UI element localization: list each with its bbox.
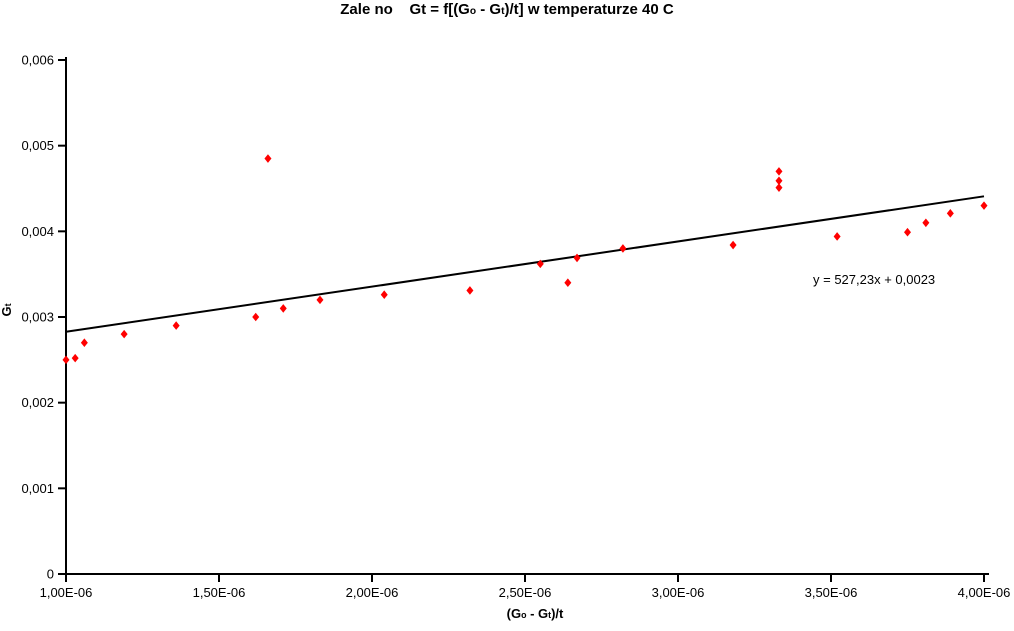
subscript-text: o bbox=[521, 610, 527, 620]
data-point bbox=[120, 329, 128, 339]
data-point bbox=[536, 259, 544, 269]
x-tick-label: 1,00E-06 bbox=[40, 585, 93, 600]
subscript-text: o bbox=[469, 6, 477, 17]
x-axis-label: (Go - Gt)/t bbox=[56, 606, 1014, 621]
data-point bbox=[172, 321, 180, 330]
x-tick-label: 2,00E-06 bbox=[346, 585, 399, 600]
data-point bbox=[380, 290, 388, 300]
subscript-text: t bbox=[548, 610, 552, 620]
label-text: )/t bbox=[551, 606, 564, 621]
y-tick-label: 0,003 bbox=[21, 310, 54, 325]
data-point bbox=[946, 209, 954, 218]
data-point bbox=[279, 304, 287, 313]
data-point bbox=[833, 232, 841, 241]
label-text: - G bbox=[526, 606, 549, 621]
subscript-text: t bbox=[3, 303, 13, 307]
data-point bbox=[264, 154, 272, 163]
x-tick-label: 4,00E-06 bbox=[958, 585, 1011, 600]
x-tick-label: 2,50E-06 bbox=[499, 585, 552, 600]
label-text: Zale no Gt = f[(G bbox=[340, 1, 470, 18]
y-axis-label: Gt bbox=[0, 292, 19, 328]
data-point bbox=[466, 286, 474, 295]
data-point bbox=[904, 227, 911, 237]
label-text: (G bbox=[506, 606, 522, 621]
chart-title: Zale no Gt = f[(Go - Gt)/t] w temperatur… bbox=[0, 1, 1014, 18]
data-point bbox=[80, 338, 88, 347]
data-point bbox=[573, 253, 581, 263]
y-tick-label: 0,006 bbox=[21, 53, 54, 68]
trendline bbox=[65, 195, 985, 333]
y-tick-label: 0,002 bbox=[21, 395, 54, 410]
label-text: - G bbox=[476, 1, 502, 18]
data-point bbox=[564, 278, 572, 288]
data-point bbox=[316, 295, 324, 305]
y-tick-label: 0,001 bbox=[21, 481, 54, 496]
data-point bbox=[775, 183, 783, 192]
data-point bbox=[980, 201, 988, 210]
data-point bbox=[619, 244, 627, 253]
y-tick-label: 0,004 bbox=[21, 224, 54, 239]
x-tick-label: 3,00E-06 bbox=[652, 585, 705, 600]
label-text: G bbox=[0, 306, 14, 317]
data-point bbox=[62, 355, 70, 365]
subscript-text: t bbox=[501, 6, 505, 17]
data-point bbox=[252, 312, 260, 322]
y-tick-label: 0,005 bbox=[21, 138, 54, 153]
data-point bbox=[775, 167, 783, 176]
data-point bbox=[729, 240, 737, 250]
trendline-equation-label: y = 527,23x + 0,0023 bbox=[813, 272, 936, 287]
data-point bbox=[71, 353, 79, 363]
x-tick-label: 1,50E-06 bbox=[193, 585, 246, 600]
y-tick-label: 0 bbox=[47, 567, 54, 582]
label-text: )/t] w temperaturze 40 C bbox=[504, 1, 674, 18]
data-point bbox=[922, 218, 930, 228]
data-point bbox=[775, 176, 783, 186]
x-tick-label: 3,50E-06 bbox=[805, 585, 858, 600]
